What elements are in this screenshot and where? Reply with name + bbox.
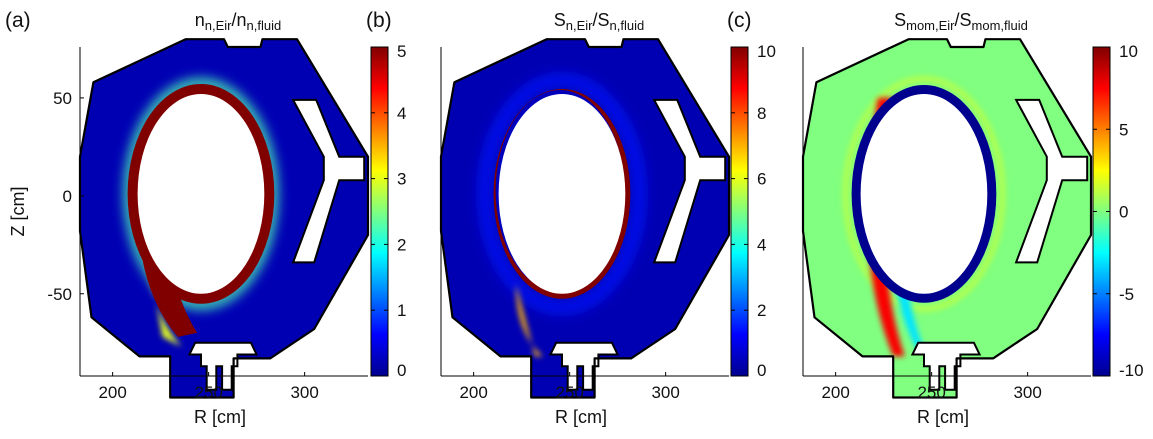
x-tick-label: 250 xyxy=(917,383,945,402)
title-text: S xyxy=(894,10,906,30)
baffle-cutout xyxy=(1014,98,1089,264)
baffle-cutout xyxy=(291,98,366,264)
divertor-cutout xyxy=(548,341,620,391)
title-text: n xyxy=(195,10,205,30)
core-plasma-hole xyxy=(137,94,265,294)
outer-ring xyxy=(842,76,1006,312)
colorbar-tick-label: 10 xyxy=(757,42,776,61)
y-tick-label: 0 xyxy=(63,187,72,206)
title-subscript: mom,fluid xyxy=(972,18,1028,33)
x-axis-label: R [cm] xyxy=(194,407,246,427)
colorbar-tick-label: 4 xyxy=(757,235,766,254)
panel-label: (a) xyxy=(5,9,31,32)
x-tick-label: 250 xyxy=(555,383,583,402)
core-plasma-hole xyxy=(498,94,626,294)
colorbar-tick-label: 0 xyxy=(1119,203,1128,222)
colorbar-tick-label: 4 xyxy=(397,104,406,123)
colorbar-tick-label: 1 xyxy=(397,301,406,320)
panel-label: (b) xyxy=(366,9,392,32)
vessel-outline xyxy=(78,38,370,399)
x-axis: 200 250 300 R [cm] xyxy=(441,372,729,427)
y-tick-label: -50 xyxy=(47,285,72,304)
panel-title: Smom,Eir/Smom,fluid xyxy=(894,10,1028,33)
x-axis: 200 250 300 R [cm] xyxy=(80,372,368,427)
baffle-cutout xyxy=(652,98,727,264)
title-text: S xyxy=(554,10,566,30)
colorbar-gradient xyxy=(730,46,749,377)
title-subscript: n,Eir xyxy=(205,18,232,33)
colorbar-tick-label: 0 xyxy=(757,361,766,380)
panel-title: nn,Eir/nn,fluid xyxy=(195,10,281,33)
colorbar-tick-label: 5 xyxy=(1119,120,1128,139)
y-axis-label: Z [cm] xyxy=(8,187,28,237)
x-tick-label: 300 xyxy=(651,383,679,402)
colorbar-tick-label: 3 xyxy=(397,170,406,189)
x-tick-label: 200 xyxy=(821,383,849,402)
title-subscript: mom,Eir xyxy=(906,18,955,33)
x-tick-label: 200 xyxy=(459,383,487,402)
x-axis-label: R [cm] xyxy=(917,407,969,427)
colorbar-tick-label: -5 xyxy=(1119,285,1134,304)
near-sol xyxy=(479,75,645,313)
colorbar-tick-label: 2 xyxy=(397,235,406,254)
colorbar-tick-label: 0 xyxy=(397,361,406,380)
x-tick-label: 300 xyxy=(290,383,318,402)
colorbar: -10 -5 0 5 10 xyxy=(1092,42,1144,380)
divertor-cutout xyxy=(910,341,982,391)
y-axis: 50 0 -50 Z [cm] xyxy=(8,47,84,376)
title-subscript: n,Eir xyxy=(566,18,593,33)
x-axis: 200 250 300 R [cm] xyxy=(803,372,1091,427)
colorbar-tick-label: 8 xyxy=(757,104,766,123)
title-text: /S xyxy=(593,10,610,30)
colorbar-tick-label: 2 xyxy=(757,301,766,320)
divertor-cutout xyxy=(187,341,259,391)
colorbar-tick-label: 5 xyxy=(397,42,406,61)
panel-title: Sn,Eir/Sn,fluid xyxy=(554,10,644,33)
divertor-glow xyxy=(147,254,182,347)
colorbar: 0 2 4 6 8 10 xyxy=(730,42,776,380)
divertor-glow xyxy=(515,283,543,357)
vessel-outline xyxy=(801,38,1093,399)
vessel-outline xyxy=(439,38,731,399)
title-subscript: n,fluid xyxy=(610,18,645,33)
colorbar-tick-label: -10 xyxy=(1119,361,1144,380)
colorbar-tick-label: 6 xyxy=(757,170,766,189)
y-tick-label: 50 xyxy=(53,89,72,108)
title-text: /S xyxy=(955,10,972,30)
x-tick-label: 300 xyxy=(1013,383,1041,402)
x-tick-label: 250 xyxy=(194,383,222,402)
colorbar: 0 1 2 3 4 5 xyxy=(370,42,406,380)
colorbar-gradient xyxy=(370,46,389,377)
x-tick-label: 200 xyxy=(98,383,126,402)
core-plasma-hole xyxy=(860,94,988,294)
x-axis-label: R [cm] xyxy=(555,407,607,427)
title-subscript: n,fluid xyxy=(247,18,282,33)
colorbar-tick-label: 10 xyxy=(1119,42,1138,61)
panel-label: (c) xyxy=(727,9,752,32)
title-text: /n xyxy=(232,10,247,30)
